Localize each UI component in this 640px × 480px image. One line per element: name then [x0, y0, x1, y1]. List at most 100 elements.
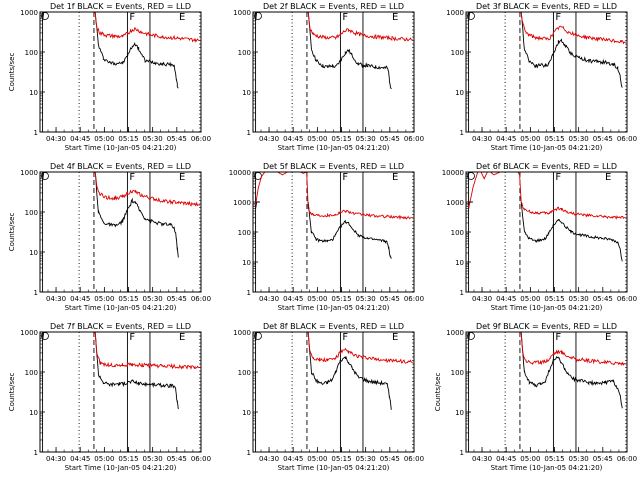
x-tick-label: 05:00 — [307, 135, 327, 143]
e-marker-label: E — [605, 172, 611, 183]
f-marker-label: F — [555, 172, 561, 183]
panel-title: Det 7f BLACK = Events, RED = LLD — [50, 322, 191, 331]
y-tick-label: 10000 — [229, 169, 251, 177]
x-tick-label: 05:30 — [569, 295, 589, 303]
x-tick-label: 06:00 — [191, 295, 211, 303]
y-tick-label: 10 — [455, 89, 464, 97]
x-tick-label: 04:45 — [283, 135, 303, 143]
y-tick-label: 100 — [451, 49, 464, 57]
y-axis-label: Counts/sec — [8, 373, 16, 412]
x-tick-label: 05:30 — [569, 455, 589, 463]
x-tick-label: 04:30 — [472, 295, 492, 303]
x-tick-label: 05:45 — [380, 135, 400, 143]
f-marker-label: F — [555, 12, 561, 23]
panel-title: Det 9f BLACK = Events, RED = LLD — [476, 322, 617, 331]
y-tick-label: 100 — [25, 49, 38, 57]
y-tick-label: 1 — [460, 449, 464, 457]
x-tick-label: 04:45 — [70, 295, 90, 303]
x-tick-label: 04:30 — [472, 455, 492, 463]
y-tick-label: 10 — [242, 89, 251, 97]
e-marker-label: E — [179, 12, 185, 23]
x-tick-label: 05:45 — [167, 135, 187, 143]
x-tick-label: 04:45 — [70, 455, 90, 463]
x-tick-label: 05:30 — [356, 135, 376, 143]
series-line-events — [468, 12, 623, 88]
y-tick-label: 1000 — [233, 199, 251, 207]
series-line-lld — [255, 12, 413, 42]
series-line-lld — [468, 332, 626, 366]
y-tick-label: 1000 — [233, 9, 251, 17]
f-marker-label: F — [342, 332, 348, 343]
y-tick-label: 1000 — [233, 329, 251, 337]
y-tick-label: 1 — [460, 289, 464, 297]
plot-frame — [465, 11, 628, 133]
y-tick-label: 100 — [25, 369, 38, 377]
x-tick-label: 05:15 — [544, 135, 564, 143]
e-marker-label: E — [392, 12, 398, 23]
series-line-lld — [468, 12, 626, 45]
x-tick-label: 05:15 — [331, 135, 351, 143]
x-tick-label: 05:00 — [520, 455, 540, 463]
plot-frame — [39, 11, 202, 133]
series-line-events — [42, 12, 179, 89]
y-tick-label: 10 — [242, 259, 251, 267]
y-axis-label: Counts/sec — [8, 53, 16, 92]
x-tick-label: 05:30 — [143, 455, 163, 463]
x-tick-label: 04:30 — [472, 135, 492, 143]
x-tick-label: 04:45 — [496, 135, 516, 143]
panel-1: Det 1f BLACK = Events, RED = LLD Counts/s… — [8, 2, 211, 152]
x-tick-label: 05:00 — [94, 135, 114, 143]
e-marker-label: E — [605, 332, 611, 343]
x-tick-label: 04:45 — [283, 455, 303, 463]
panel-7: Det 7f BLACK = Events, RED = LLD Counts/s… — [8, 322, 211, 472]
y-tick-label: 100 — [451, 229, 464, 237]
f-marker-label: F — [342, 172, 348, 183]
y-tick-label: 1 — [247, 449, 251, 457]
series-line-events — [255, 201, 392, 259]
x-tick-label: 05:15 — [544, 455, 564, 463]
x-tick-label: 04:45 — [496, 295, 516, 303]
e-marker-label: E — [179, 332, 185, 343]
f-marker-label: F — [555, 332, 561, 343]
y-tick-label: 1000 — [446, 9, 464, 17]
series-line-events — [42, 332, 179, 410]
x-tick-label: 05:45 — [380, 455, 400, 463]
plot-frame — [465, 331, 628, 453]
y-tick-label: 10 — [455, 259, 464, 267]
x-tick-label: 05:15 — [118, 295, 138, 303]
y-tick-label: 1 — [34, 289, 38, 297]
x-tick-label: 06:00 — [617, 295, 637, 303]
panel-title: Det 8f BLACK = Events, RED = LLD — [263, 322, 404, 331]
y-tick-label: 1000 — [20, 9, 38, 17]
x-tick-label: 04:30 — [259, 135, 279, 143]
y-tick-label: 10 — [242, 409, 251, 417]
plot-frame — [39, 171, 202, 293]
x-tick-label: 04:30 — [259, 455, 279, 463]
x-axis-label: Start Time (10-Jan-05 04:21:20) — [491, 144, 603, 152]
x-tick-label: 05:30 — [143, 135, 163, 143]
series-line-lld — [42, 172, 200, 207]
y-tick-label: 100 — [238, 49, 251, 57]
panel-title: Det 4f BLACK = Events, RED = LLD — [50, 162, 191, 171]
series-line-lld — [42, 12, 200, 43]
plot-frame — [465, 171, 628, 293]
x-tick-label: 05:45 — [167, 455, 187, 463]
x-axis-label: Start Time (10-Jan-05 04:21:20) — [278, 464, 390, 472]
panel-title: Det 1f BLACK = Events, RED = LLD — [50, 2, 191, 11]
y-tick-label: 1 — [34, 129, 38, 137]
x-tick-label: 04:30 — [46, 295, 66, 303]
x-tick-label: 06:00 — [191, 455, 211, 463]
x-tick-label: 05:30 — [356, 455, 376, 463]
x-tick-label: 06:00 — [191, 135, 211, 143]
x-tick-label: 05:30 — [569, 135, 589, 143]
x-tick-label: 05:00 — [520, 135, 540, 143]
x-tick-label: 04:45 — [70, 135, 90, 143]
panel-9: Det 9f BLACK = Events, RED = LLD Counts/s… — [434, 322, 637, 472]
x-axis-label: Start Time (10-Jan-05 04:21:20) — [491, 304, 603, 312]
y-axis-label: Counts/sec — [434, 373, 442, 412]
